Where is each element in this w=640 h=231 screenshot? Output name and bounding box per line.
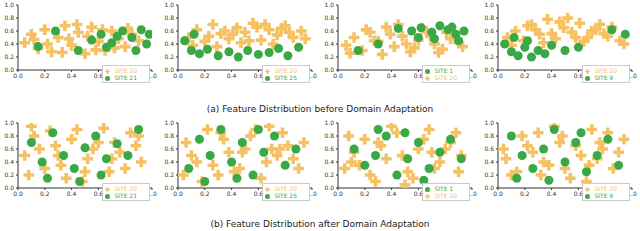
svg-text:0.8: 0.8 <box>8 132 14 139</box>
svg-text:0.2: 0.2 <box>520 190 530 197</box>
svg-text:0.0: 0.0 <box>324 184 334 191</box>
svg-text:0.6: 0.6 <box>324 27 334 34</box>
svg-text:0.0: 0.0 <box>324 66 334 73</box>
svg-text:0.6: 0.6 <box>484 145 494 152</box>
svg-text:0.6: 0.6 <box>94 190 104 197</box>
svg-text:0.0: 0.0 <box>8 184 14 191</box>
svg-text:0.8: 0.8 <box>600 190 610 197</box>
svg-text:0.2: 0.2 <box>8 53 14 60</box>
svg-text:0.8: 0.8 <box>164 14 174 21</box>
svg-text:0.4: 0.4 <box>227 72 237 79</box>
svg-text:0.8: 0.8 <box>280 72 290 79</box>
svg-text:0.8: 0.8 <box>280 190 290 197</box>
svg-text:0.0: 0.0 <box>13 190 23 197</box>
svg-text:0.8: 0.8 <box>324 132 334 139</box>
svg-text:0.4: 0.4 <box>547 72 557 79</box>
svg-text:0.4: 0.4 <box>324 158 334 165</box>
svg-text:1.0: 1.0 <box>164 119 174 126</box>
svg-text:1.0: 1.0 <box>147 190 157 197</box>
svg-text:0.6: 0.6 <box>414 190 424 197</box>
svg-text:0.0: 0.0 <box>8 66 14 73</box>
svg-text:0.4: 0.4 <box>8 40 14 47</box>
svg-text:0.2: 0.2 <box>484 171 494 178</box>
svg-text:1.0: 1.0 <box>307 72 317 79</box>
svg-text:0.2: 0.2 <box>360 190 370 197</box>
svg-text:0.0: 0.0 <box>493 190 503 197</box>
svg-text:0.8: 0.8 <box>324 14 334 21</box>
svg-text:0.8: 0.8 <box>484 132 494 139</box>
svg-text:1.0: 1.0 <box>8 119 14 126</box>
svg-text:0.6: 0.6 <box>254 72 264 79</box>
svg-text:0.0: 0.0 <box>164 66 174 73</box>
svg-text:0.2: 0.2 <box>324 171 334 178</box>
svg-text:0.2: 0.2 <box>360 72 370 79</box>
svg-text:0.0: 0.0 <box>164 184 174 191</box>
svg-text:0.4: 0.4 <box>387 190 397 197</box>
svg-text:0.0: 0.0 <box>333 72 343 79</box>
svg-text:0.2: 0.2 <box>520 72 530 79</box>
svg-text:0.2: 0.2 <box>40 72 50 79</box>
svg-text:0.2: 0.2 <box>324 53 334 60</box>
svg-text:0.0: 0.0 <box>173 190 183 197</box>
svg-text:1.0: 1.0 <box>324 1 334 8</box>
svg-text:0.8: 0.8 <box>164 132 174 139</box>
svg-text:0.8: 0.8 <box>440 190 450 197</box>
svg-text:1.0: 1.0 <box>467 72 477 79</box>
svg-text:0.6: 0.6 <box>574 190 584 197</box>
svg-text:0.8: 0.8 <box>120 190 130 197</box>
svg-text:0.6: 0.6 <box>164 145 174 152</box>
svg-text:0.2: 0.2 <box>8 171 14 178</box>
svg-text:0.2: 0.2 <box>200 72 210 79</box>
svg-text:0.6: 0.6 <box>254 190 264 197</box>
svg-text:0.2: 0.2 <box>164 171 174 178</box>
svg-text:0.2: 0.2 <box>200 190 210 197</box>
svg-text:1.0: 1.0 <box>627 72 632 79</box>
svg-text:0.0: 0.0 <box>484 184 494 191</box>
svg-text:0.6: 0.6 <box>8 27 14 34</box>
svg-text:0.6: 0.6 <box>484 27 494 34</box>
svg-text:1.0: 1.0 <box>324 119 334 126</box>
svg-text:0.8: 0.8 <box>120 72 130 79</box>
svg-text:0.8: 0.8 <box>484 14 494 21</box>
svg-text:0.2: 0.2 <box>40 190 50 197</box>
svg-text:0.0: 0.0 <box>13 72 23 79</box>
svg-text:0.4: 0.4 <box>324 40 334 47</box>
svg-text:0.6: 0.6 <box>94 72 104 79</box>
svg-text:1.0: 1.0 <box>147 72 157 79</box>
svg-text:0.4: 0.4 <box>387 72 397 79</box>
svg-text:0.0: 0.0 <box>493 72 503 79</box>
svg-text:0.6: 0.6 <box>8 145 14 152</box>
svg-text:0.8: 0.8 <box>600 72 610 79</box>
svg-text:0.6: 0.6 <box>574 72 584 79</box>
svg-text:0.8: 0.8 <box>440 72 450 79</box>
svg-text:0.4: 0.4 <box>8 158 14 165</box>
svg-text:0.6: 0.6 <box>414 72 424 79</box>
svg-text:1.0: 1.0 <box>484 119 494 126</box>
svg-text:0.4: 0.4 <box>164 40 174 47</box>
svg-text:1.0: 1.0 <box>307 190 317 197</box>
svg-text:1.0: 1.0 <box>627 190 632 197</box>
svg-text:1.0: 1.0 <box>484 1 494 8</box>
svg-text:0.0: 0.0 <box>484 66 494 73</box>
svg-text:0.4: 0.4 <box>484 158 494 165</box>
svg-text:0.4: 0.4 <box>227 190 237 197</box>
svg-text:0.4: 0.4 <box>547 190 557 197</box>
svg-text:0.8: 0.8 <box>8 14 14 21</box>
svg-text:0.2: 0.2 <box>164 53 174 60</box>
svg-text:1.0: 1.0 <box>164 1 174 8</box>
svg-text:0.2: 0.2 <box>484 53 494 60</box>
svg-text:0.4: 0.4 <box>484 40 494 47</box>
svg-text:0.4: 0.4 <box>67 190 77 197</box>
svg-text:0.6: 0.6 <box>164 27 174 34</box>
svg-text:0.4: 0.4 <box>164 158 174 165</box>
svg-text:1.0: 1.0 <box>8 1 14 8</box>
svg-text:0.4: 0.4 <box>67 72 77 79</box>
svg-text:0.6: 0.6 <box>324 145 334 152</box>
svg-text:1.0: 1.0 <box>467 190 477 197</box>
svg-text:0.0: 0.0 <box>333 190 343 197</box>
svg-text:0.0: 0.0 <box>173 72 183 79</box>
